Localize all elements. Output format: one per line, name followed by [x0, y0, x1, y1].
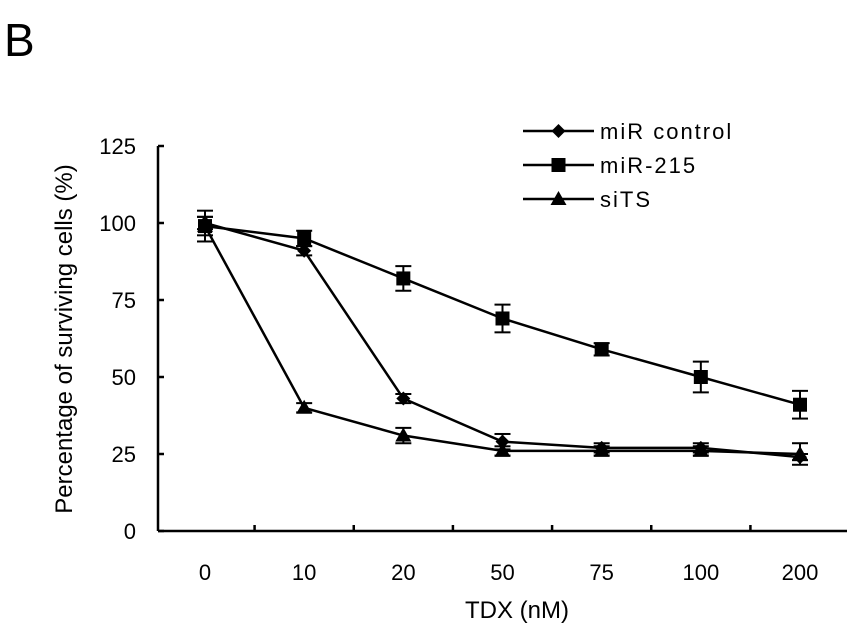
legend-marker-sits [550, 191, 567, 205]
y-tick-label: 25 [112, 442, 136, 467]
series-layer [197, 209, 808, 466]
y-tick-label: 75 [112, 288, 136, 313]
series-mircontrol [197, 215, 808, 465]
x-tick-label: 50 [490, 560, 514, 585]
x-tick-label: 75 [589, 560, 613, 585]
data-point-mircontrol [396, 391, 411, 406]
y-tick-label: 125 [99, 134, 136, 159]
x-ticks: 0 10 20 50 75 100 200 [199, 525, 819, 585]
data-point-mir-215 [396, 271, 411, 286]
data-point-mircontrol [495, 434, 510, 449]
y-tick-label: 100 [99, 211, 136, 236]
x-tick-label: 10 [292, 560, 316, 585]
legend-label: miR control [600, 119, 733, 144]
series-mir-215 [197, 209, 808, 420]
y-axis-title: Percentage of surviving cells (%) [51, 164, 78, 513]
axes [156, 146, 847, 533]
data-point-mir-215 [793, 397, 807, 412]
legend-marker-mircontrol [551, 124, 566, 138]
legend-item-sits: siTS [523, 187, 652, 212]
legend: miR control miR-215 siTS [523, 119, 733, 212]
legend-item-mir-215: miR-215 [523, 153, 697, 178]
legend-item-mircontrol: miR control [523, 119, 733, 144]
data-point-mir-215 [693, 370, 708, 384]
panel-label: B [4, 14, 35, 66]
x-tick-label: 200 [782, 560, 819, 585]
legend-marker-mir-215 [551, 158, 566, 172]
data-point-sits [197, 218, 213, 233]
data-point-sits [692, 442, 709, 457]
x-tick-label: 20 [391, 560, 415, 585]
data-point-sits [494, 442, 511, 457]
legend-label: miR-215 [600, 153, 697, 178]
data-point-sits [593, 442, 610, 457]
data-point-sits [792, 446, 808, 460]
y-tick-label: 0 [124, 519, 136, 544]
series-line-sits [203, 225, 801, 456]
x-tick-label: 0 [199, 560, 211, 585]
data-point-sits [395, 427, 412, 442]
series-sits [197, 215, 808, 466]
data-point-mir-215 [594, 342, 609, 357]
series-line-mircontrol [204, 221, 801, 459]
x-axis-title: TDX (nM) [465, 597, 569, 624]
data-point-mir-215 [495, 311, 510, 326]
data-point-mir-215 [297, 231, 312, 246]
y-tick-label: 50 [112, 365, 136, 390]
x-tick-label: 100 [682, 560, 719, 585]
y-ticks: 0 25 50 75 100 125 [99, 134, 164, 544]
data-point-mircontrol [297, 243, 312, 258]
data-point-sits [296, 399, 313, 414]
legend-label: siTS [600, 187, 652, 212]
